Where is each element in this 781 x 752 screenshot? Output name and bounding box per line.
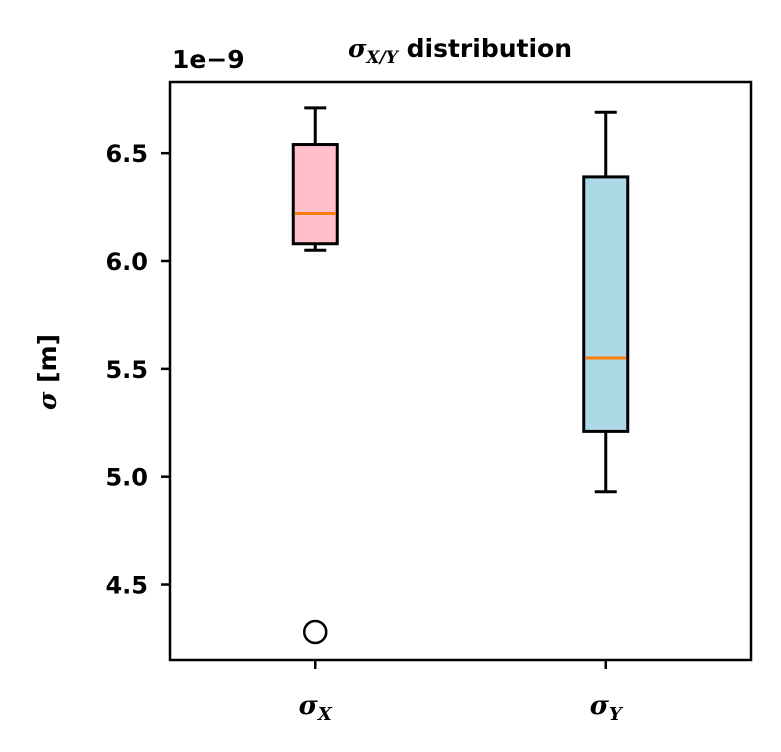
y-tick-label: 5.0 bbox=[105, 464, 148, 492]
plot-frame bbox=[168, 80, 753, 662]
title-sigma: σ bbox=[348, 34, 367, 63]
box-iqr bbox=[582, 175, 630, 433]
svg-text:σ [m]: σ [m] bbox=[33, 334, 62, 410]
x-tick-label-subscript: Y bbox=[609, 704, 624, 725]
box-iqr bbox=[291, 143, 339, 246]
title-subscript: X/Y bbox=[365, 48, 399, 68]
chart-title: σX/Y distribution bbox=[348, 34, 572, 68]
y-offset-text: 1e−9 bbox=[172, 45, 245, 74]
y-tick-label: 6.5 bbox=[105, 140, 148, 168]
y-tick-label: 6.0 bbox=[105, 248, 148, 276]
x-tick-label-symbol: σ bbox=[590, 691, 610, 721]
x-tick-label-subscript: X bbox=[317, 704, 333, 725]
y-axis-label: σ [m] bbox=[33, 334, 62, 410]
y-axis-label-sigma: σ bbox=[33, 391, 62, 410]
x-tick-label-symbol: σ bbox=[299, 691, 319, 721]
y-tick-label: 5.5 bbox=[105, 356, 148, 384]
svg-text:σX/Y distribution: σX/Y distribution bbox=[348, 34, 572, 68]
x-tick-label: σY bbox=[590, 691, 624, 725]
x-tick-label: σX bbox=[299, 691, 333, 725]
outlier-point bbox=[303, 619, 328, 645]
box-series-2 bbox=[582, 110, 630, 494]
axes: 4.55.05.56.06.5σX σY bbox=[105, 80, 753, 725]
y-tick-label: 4.5 bbox=[105, 572, 148, 600]
y-axis-label-unit: [m] bbox=[33, 334, 62, 392]
title-text: distribution bbox=[398, 34, 572, 63]
box-series-1 bbox=[291, 106, 339, 645]
plot-area bbox=[291, 106, 630, 645]
